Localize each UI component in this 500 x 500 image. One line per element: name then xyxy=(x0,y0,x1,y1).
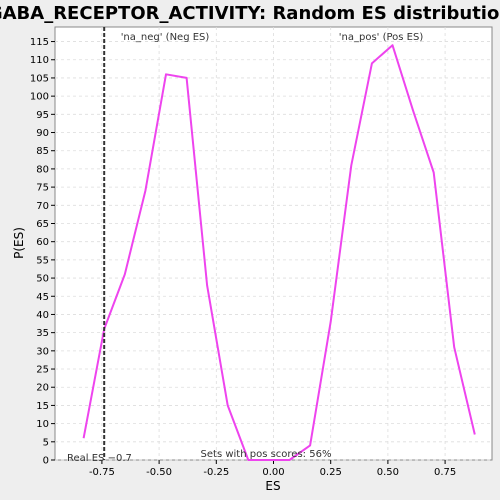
neg-es-label: 'na_neg' (Neg ES) xyxy=(121,32,210,43)
y-tick-label: 115 xyxy=(30,37,49,48)
axes: 0 5 10 15 20 25 30 35 40 45 50 55 60 65 70 75 80 85 90 95 10… xyxy=(30,37,456,478)
y-tick-label: 0 xyxy=(43,456,49,467)
x-axis-label: ES xyxy=(265,479,280,493)
y-tick-label: 25 xyxy=(36,365,49,376)
y-tick-label: 70 xyxy=(36,201,49,212)
grid xyxy=(55,27,492,461)
x-tick-label: -0.50 xyxy=(146,467,172,478)
y-axis-label: P(ES) xyxy=(12,227,26,259)
y-tick-label: 75 xyxy=(36,183,49,194)
pos-es-label: 'na_pos' (Pos ES) xyxy=(339,32,424,43)
y-tick-label: 60 xyxy=(36,237,49,248)
x-tick-label: 0.00 xyxy=(262,467,284,478)
chart-title: GABA_RECEPTOR_ACTIVITY: Random ES distri… xyxy=(0,3,500,24)
y-tick-label: 45 xyxy=(36,292,49,303)
y-tick-label: 5 xyxy=(43,437,49,448)
real-es-label: Real ES −0.7 xyxy=(67,453,132,464)
y-tick-label: 35 xyxy=(36,328,49,339)
x-tick-label: 0.50 xyxy=(377,467,399,478)
x-tick-label: 0.75 xyxy=(434,467,456,478)
y-tick-label: 15 xyxy=(36,401,49,412)
y-tick-label: 55 xyxy=(36,255,49,266)
x-tick-label: -0.75 xyxy=(89,467,115,478)
y-tick-label: 10 xyxy=(36,419,49,430)
y-tick-label: 20 xyxy=(36,383,49,394)
y-tick-label: 100 xyxy=(30,92,49,103)
y-tick-label: 105 xyxy=(30,73,49,84)
x-tick-label: -0.25 xyxy=(203,467,229,478)
y-tick-label: 80 xyxy=(36,164,49,175)
data-layer xyxy=(82,27,476,461)
series-line xyxy=(82,44,476,461)
y-tick-label: 50 xyxy=(36,274,49,285)
pos-scores-label: Sets with pos scores: 56% xyxy=(201,449,332,460)
y-tick-label: 110 xyxy=(30,55,49,66)
x-tick-label: 0.25 xyxy=(320,467,342,478)
y-tick-label: 30 xyxy=(36,346,49,357)
y-tick-label: 85 xyxy=(36,146,49,157)
y-tick-label: 65 xyxy=(36,219,49,230)
y-tick-label: 40 xyxy=(36,310,49,321)
y-tick-label: 95 xyxy=(36,110,49,121)
y-tick-label: 90 xyxy=(36,128,49,139)
